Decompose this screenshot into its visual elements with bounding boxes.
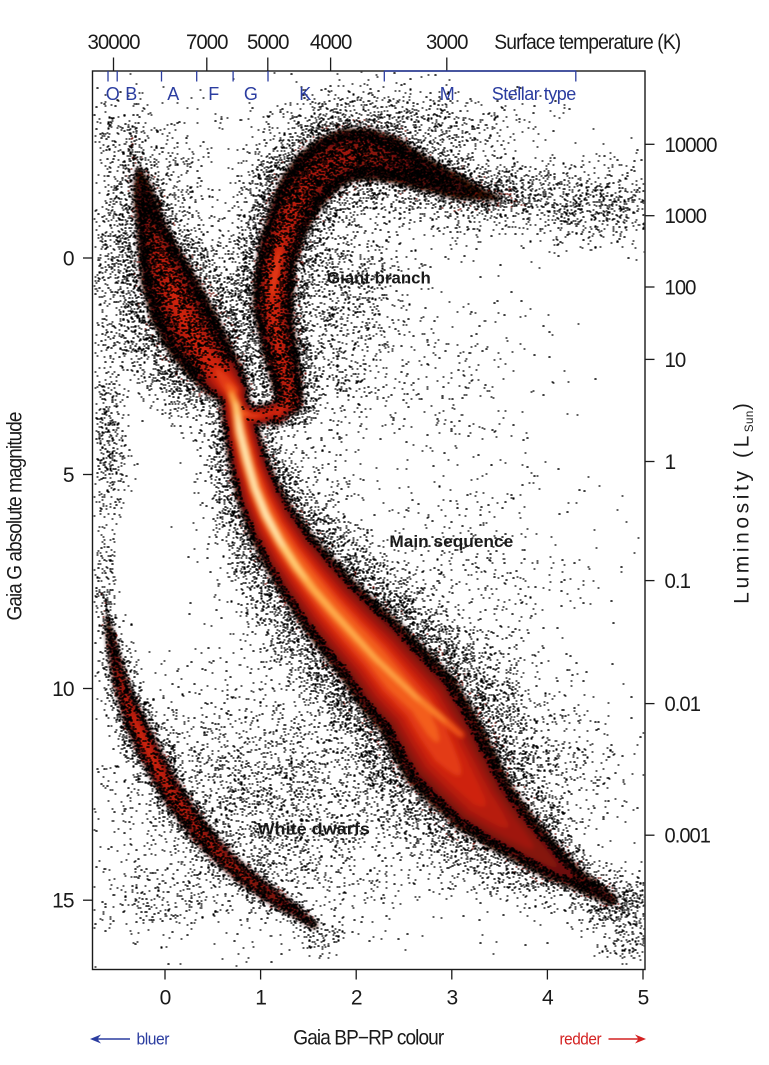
svg-text:4000: 4000 (310, 31, 352, 54)
svg-text:5: 5 (63, 464, 74, 487)
svg-text:5: 5 (638, 987, 649, 1010)
svg-text:1: 1 (255, 987, 266, 1010)
svg-text:1: 1 (665, 451, 676, 474)
svg-text:0: 0 (63, 248, 74, 271)
svg-text:30000: 30000 (88, 31, 140, 54)
svg-text:0.1: 0.1 (665, 570, 691, 593)
svg-text:Gaia G absolute magnitude: Gaia G absolute magnitude (4, 412, 27, 620)
svg-text:7000: 7000 (186, 31, 228, 54)
svg-text:1000: 1000 (665, 205, 707, 228)
svg-text:0.01: 0.01 (665, 693, 701, 716)
svg-text:bluer: bluer (137, 1030, 170, 1049)
svg-text:10: 10 (52, 678, 74, 701)
svg-text:B: B (125, 84, 137, 104)
svg-text:2: 2 (351, 987, 362, 1010)
svg-text:10: 10 (665, 349, 686, 372)
svg-text:White dwarfs: White dwarfs (258, 820, 370, 839)
svg-text:Stellar type: Stellar type (492, 84, 576, 104)
svg-text:O: O (106, 84, 120, 104)
svg-text:Giant branch: Giant branch (327, 269, 431, 288)
svg-text:F: F (208, 84, 219, 104)
svg-text:redder: redder (560, 1030, 602, 1049)
svg-text:10000: 10000 (665, 134, 717, 157)
svg-text:3000: 3000 (426, 31, 468, 54)
svg-text:0: 0 (160, 987, 171, 1010)
svg-text:0.001: 0.001 (665, 825, 711, 848)
svg-text:M: M (440, 84, 455, 104)
svg-text:Main sequence: Main sequence (389, 532, 513, 551)
svg-text:K: K (299, 84, 311, 104)
svg-text:Gaia BP−RP colour: Gaia BP−RP colour (293, 1027, 444, 1050)
svg-text:100: 100 (665, 277, 696, 300)
svg-text:Luminosity (LSun): Luminosity (LSun) (731, 403, 757, 604)
svg-text:G: G (244, 84, 258, 104)
svg-text:3: 3 (446, 987, 457, 1010)
svg-text:Surface temperature (K): Surface temperature (K) (494, 31, 680, 54)
svg-text:A: A (167, 84, 179, 104)
svg-text:15: 15 (52, 890, 74, 913)
svg-text:4: 4 (542, 987, 554, 1010)
svg-text:5000: 5000 (247, 31, 289, 54)
